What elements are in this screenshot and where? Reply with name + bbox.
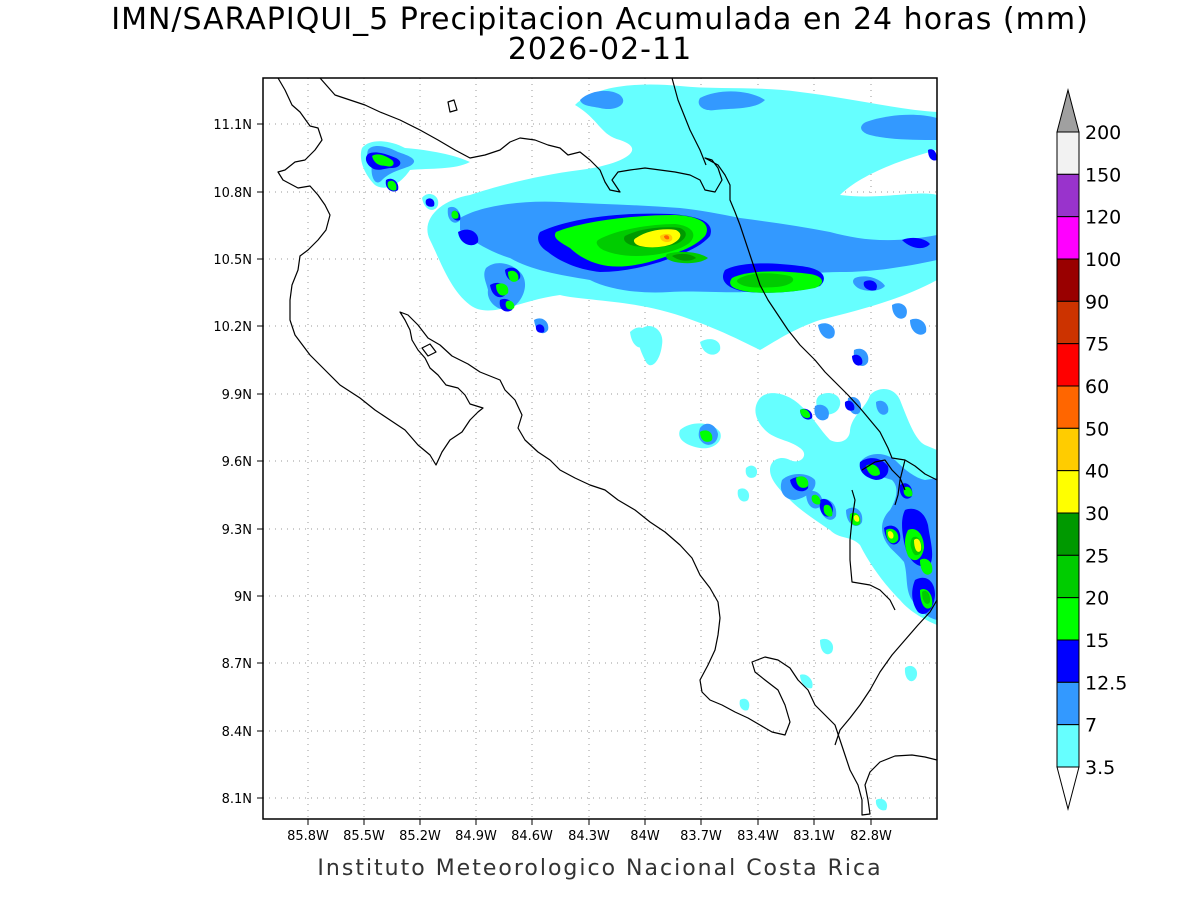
legend-label: 20 <box>1085 588 1109 610</box>
y-tick-label: 10.8N <box>213 186 252 201</box>
legend-label: 90 <box>1085 291 1109 313</box>
legend-swatch <box>1056 385 1080 429</box>
coastlines-borders <box>277 78 937 816</box>
legend-swatch <box>1056 639 1080 683</box>
map-date: 2026-02-11 <box>507 32 693 67</box>
x-tick-label: 84W <box>630 829 660 844</box>
x-tick-label: 85.8W <box>287 829 329 844</box>
legend-label: 40 <box>1085 461 1109 483</box>
color-legend: 200 150 120 100 90 75 60 50 40 30 25 20 15 12.5 7 3.5 <box>1056 88 1127 811</box>
legend-bottom-arrow <box>1056 766 1080 811</box>
y-tick-label: 9.6N <box>222 455 252 470</box>
map-title: IMN/SARAPIQUI_5 Precipitacion Acumulada … <box>111 2 1089 37</box>
y-tick-label: 8.1N <box>222 792 252 807</box>
legend-label: 150 <box>1085 164 1121 186</box>
legend-label: 25 <box>1085 545 1109 567</box>
precip-50mm <box>664 235 670 240</box>
y-tick-label: 8.7N <box>222 657 252 672</box>
legend-label: 3.5 <box>1085 757 1115 779</box>
legend-label: 12.5 <box>1085 672 1127 694</box>
y-tick-label: 9.9N <box>222 388 252 403</box>
legend-swatch <box>1056 554 1080 599</box>
legend-top-arrow <box>1056 88 1080 133</box>
map-content <box>263 78 937 819</box>
x-tick-label: 83.1W <box>793 829 835 844</box>
legend-label: 100 <box>1085 249 1121 271</box>
x-tick-label: 84.9W <box>455 829 497 844</box>
legend-label: 60 <box>1085 376 1109 398</box>
axis-ticks <box>257 123 872 825</box>
legend-label: 7 <box>1085 715 1097 737</box>
legend-swatch <box>1056 173 1080 218</box>
x-tick-label: 83.7W <box>680 829 722 844</box>
legend-label: 50 <box>1085 418 1109 440</box>
legend-swatch <box>1056 512 1080 556</box>
x-tick-label: 83.4W <box>737 829 779 844</box>
legend-swatch <box>1056 724 1080 768</box>
legend-swatch <box>1056 216 1080 260</box>
x-tick-label: 85.5W <box>343 829 385 844</box>
y-tick-label: 8.4N <box>222 725 252 740</box>
x-tick-label: 82.8W <box>850 829 892 844</box>
legend-swatch <box>1056 300 1080 345</box>
legend-label: 30 <box>1085 503 1109 525</box>
legend-swatch <box>1056 258 1080 302</box>
x-tick-label: 84.6W <box>511 829 553 844</box>
footer-credit: Instituto Meteorologico Nacional Costa R… <box>317 856 883 881</box>
legend-swatch <box>1056 681 1080 726</box>
legend-swatch <box>1056 131 1080 175</box>
legend-label: 120 <box>1085 207 1121 229</box>
map-frame <box>262 77 938 820</box>
legend-label: 75 <box>1085 334 1109 356</box>
legend-label: 15 <box>1085 630 1109 652</box>
precip-30mm <box>633 229 922 552</box>
y-tick-label: 9.3N <box>222 523 252 538</box>
legend-swatch <box>1056 343 1080 387</box>
y-tick-label: 11.1N <box>213 118 252 133</box>
legend-swatch <box>1056 470 1080 514</box>
y-tick-label: 10.5N <box>213 253 252 268</box>
legend-label: 200 <box>1085 122 1121 144</box>
x-tick-label: 84.3W <box>568 829 610 844</box>
y-tick-label: 10.2N <box>213 320 252 335</box>
legend-swatch <box>1056 597 1080 641</box>
y-tick-label: 9N <box>234 590 252 605</box>
legend-swatch <box>1056 427 1080 472</box>
x-tick-label: 85.2W <box>399 829 441 844</box>
